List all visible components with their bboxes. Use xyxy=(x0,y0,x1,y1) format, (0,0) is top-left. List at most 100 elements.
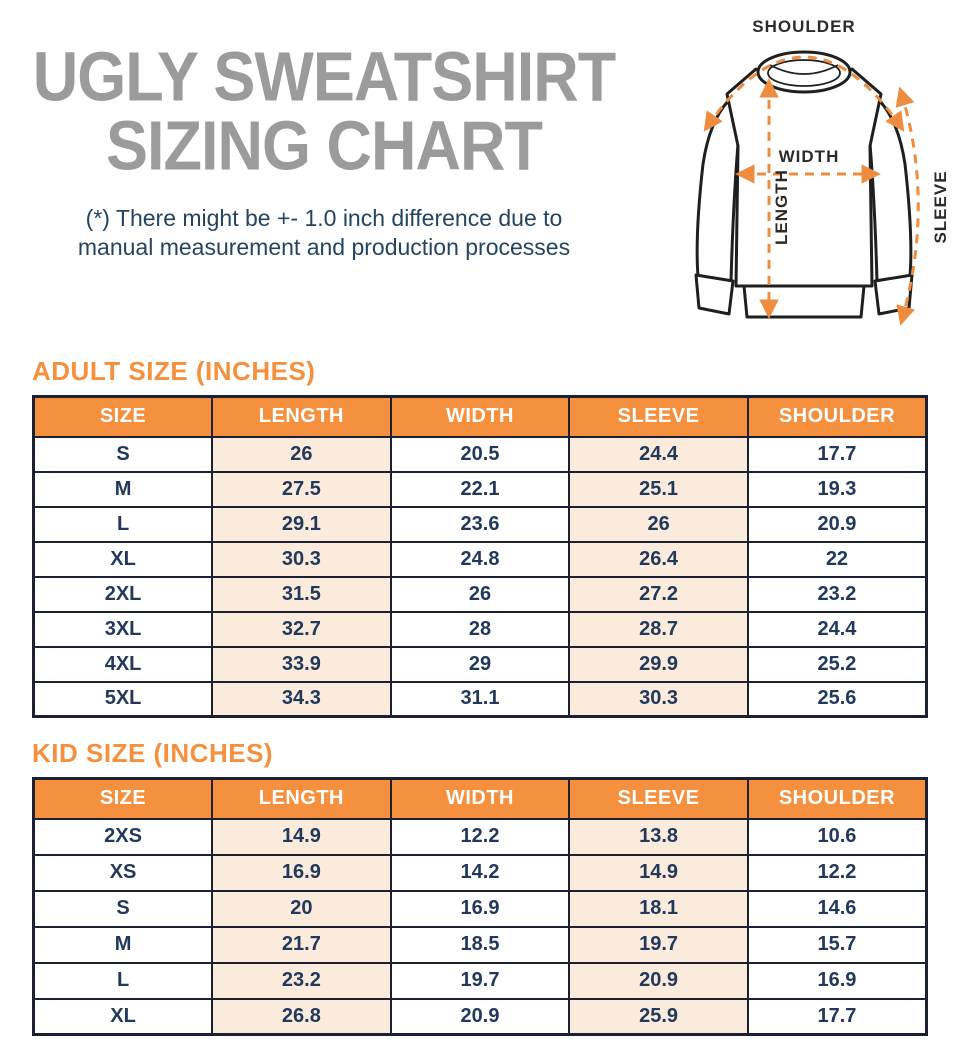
table-row: XS 16.9 14.2 14.9 12.2 xyxy=(32,853,928,892)
shoulder-arrow xyxy=(703,55,905,132)
measurement-cell: 13.8 xyxy=(568,817,749,856)
kid-size-table: SIZE LENGTH WIDTH SLEEVE SHOULDER 2XS 14.… xyxy=(32,777,928,1036)
size-cell: M xyxy=(32,925,214,964)
measurement-cell: 31.5 xyxy=(211,575,392,613)
adult-table-head: SIZE LENGTH WIDTH SLEEVE SHOULDER xyxy=(32,395,928,438)
adult-col-header-size: SIZE xyxy=(32,395,214,438)
adult-col-header-length: LENGTH xyxy=(211,395,392,438)
sleeve-label: SLEEVE xyxy=(931,170,950,243)
measurement-cell: 25.2 xyxy=(746,645,928,683)
measurement-cell: 15.7 xyxy=(746,925,928,964)
measurement-cell: 14.2 xyxy=(389,853,571,892)
size-cell: XL xyxy=(32,540,214,578)
measurement-cell: 23.6 xyxy=(389,505,571,543)
width-label: WIDTH xyxy=(779,147,840,166)
measurement-cell: 24.4 xyxy=(746,610,928,648)
table-row: S 26 20.5 24.4 17.7 xyxy=(32,435,928,473)
measurement-cell: 20 xyxy=(211,889,392,928)
size-cell: S xyxy=(32,435,214,473)
measurement-cell: 22.1 xyxy=(389,470,571,508)
size-cell: M xyxy=(32,470,214,508)
measurement-cell: 30.3 xyxy=(568,680,749,718)
kid-col-header-size: SIZE xyxy=(32,777,214,820)
measurement-cell: 24.8 xyxy=(389,540,571,578)
size-cell: 2XL xyxy=(32,575,214,613)
measurement-cell: 10.6 xyxy=(746,817,928,856)
adult-table-title: ADULT SIZE (INCHES) xyxy=(32,356,316,386)
size-cell: 3XL xyxy=(32,610,214,648)
measurement-cell: 19.7 xyxy=(389,961,571,1000)
length-label: LENGTH xyxy=(772,169,791,245)
measurement-cell: 17.7 xyxy=(746,435,928,473)
measurement-cell: 26.4 xyxy=(568,540,749,578)
measurement-cell: 16.9 xyxy=(389,889,571,928)
measurement-cell: 14.9 xyxy=(568,853,749,892)
sleeve-arrow xyxy=(895,86,920,326)
kid-col-header-sleeve: SLEEVE xyxy=(568,777,749,820)
kid-table-body: 2XS 14.9 12.2 13.8 10.6 XS 16.9 14.2 14.9 12.2 S 20… xyxy=(32,817,928,1036)
measurement-cell: 28 xyxy=(389,610,571,648)
measurement-cell: 33.9 xyxy=(211,645,392,683)
measurement-cell: 26.8 xyxy=(211,997,392,1036)
measurement-cell: 29.9 xyxy=(568,645,749,683)
measurement-cell: 14.9 xyxy=(211,817,392,856)
measurement-cell: 16.9 xyxy=(211,853,392,892)
kid-col-header-length: LENGTH xyxy=(211,777,392,820)
kid-header-row: SIZE LENGTH WIDTH SLEEVE SHOULDER xyxy=(32,777,928,820)
table-row: 2XL 31.5 26 27.2 23.2 xyxy=(32,575,928,613)
measurement-cell: 21.7 xyxy=(211,925,392,964)
measurement-cell: 25.1 xyxy=(568,470,749,508)
measurement-cell: 22 xyxy=(746,540,928,578)
adult-col-header-shoulder: SHOULDER xyxy=(746,395,928,438)
disclaimer-text: (*) There might be +- 1.0 inch differenc… xyxy=(0,204,648,262)
sweatshirt-collar-rib xyxy=(769,64,839,75)
size-cell: XS xyxy=(32,853,214,892)
size-cell: L xyxy=(32,505,214,543)
measurement-cell: 20.5 xyxy=(389,435,571,473)
measurement-cell: 30.3 xyxy=(211,540,392,578)
size-cell: S xyxy=(32,889,214,928)
headline-block: UGLY SWEATSHIRT SIZING CHART (*) There m… xyxy=(0,0,648,262)
measurement-cell: 26 xyxy=(389,575,571,613)
measurement-cell: 23.2 xyxy=(746,575,928,613)
adult-table-body: S 26 20.5 24.4 17.7 M 27.5 22.1 25.1 19.3 L 29.1 23.… xyxy=(32,435,928,718)
header-section: UGLY SWEATSHIRT SIZING CHART (*) There m… xyxy=(0,0,960,348)
kid-table-title: KID SIZE (INCHES) xyxy=(32,738,274,768)
measurement-cell: 12.2 xyxy=(389,817,571,856)
measurement-cell: 20.9 xyxy=(568,961,749,1000)
table-row: 5XL 34.3 31.1 30.3 25.6 xyxy=(32,680,928,718)
shoulder-label: SHOULDER xyxy=(752,17,855,36)
table-row: S 20 16.9 18.1 14.6 xyxy=(32,889,928,928)
measurement-cell: 26 xyxy=(568,505,749,543)
page-title-line2: SIZING CHART xyxy=(106,107,543,185)
measurement-cell: 27.2 xyxy=(568,575,749,613)
table-row: L 29.1 23.6 26 20.9 xyxy=(32,505,928,543)
adult-col-header-sleeve: SLEEVE xyxy=(568,395,749,438)
measurement-cell: 32.7 xyxy=(211,610,392,648)
measurement-cell: 18.1 xyxy=(568,889,749,928)
measurement-cell: 25.6 xyxy=(746,680,928,718)
disclaimer-line2: manual measurement and production proces… xyxy=(77,234,571,260)
kid-col-header-width: WIDTH xyxy=(389,777,571,820)
measurement-cell: 14.6 xyxy=(746,889,928,928)
measurement-cell: 18.5 xyxy=(389,925,571,964)
sweatshirt-body xyxy=(725,67,883,288)
measurement-cell: 28.7 xyxy=(568,610,749,648)
measurement-cell: 25.9 xyxy=(568,997,749,1036)
measurement-cell: 20.9 xyxy=(746,505,928,543)
size-cell: 5XL xyxy=(32,680,214,718)
table-row: 4XL 33.9 29 29.9 25.2 xyxy=(32,645,928,683)
measurement-cell: 20.9 xyxy=(389,997,571,1036)
disclaimer-line1: (*) There might be +- 1.0 inch differenc… xyxy=(85,205,563,231)
adult-size-table: SIZE LENGTH WIDTH SLEEVE SHOULDER S 26 20.… xyxy=(32,395,928,718)
table-row: L 23.2 19.7 20.9 16.9 xyxy=(32,961,928,1000)
sweatshirt-left-cuff xyxy=(694,273,735,316)
table-row: XL 26.8 20.9 25.9 17.7 xyxy=(32,997,928,1036)
page-title-line1: UGLY SWEATSHIRT xyxy=(32,38,616,116)
sweatshirt-diagram-svg: SHOULDER WIDTH LENGTH SLEEVE xyxy=(694,17,950,326)
sweatshirt-collar-inner xyxy=(767,59,841,87)
measurement-cell: 29 xyxy=(389,645,571,683)
sweatshirt-right-cuff xyxy=(873,273,914,316)
table-row: XL 30.3 24.8 26.4 22 xyxy=(32,540,928,578)
measurement-cell: 27.5 xyxy=(211,470,392,508)
